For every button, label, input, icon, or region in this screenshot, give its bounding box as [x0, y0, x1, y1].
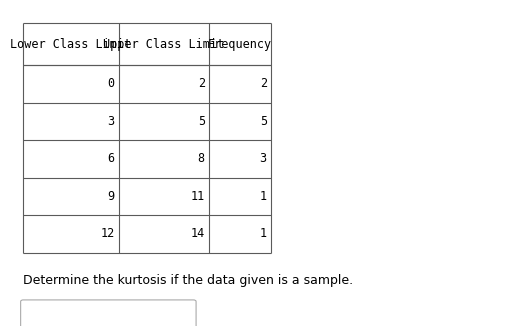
Text: 5: 5 — [260, 115, 267, 128]
Text: 3: 3 — [260, 153, 267, 165]
Text: 2: 2 — [260, 78, 267, 90]
Text: 3: 3 — [107, 115, 115, 128]
Bar — [23, 23, 271, 65]
Text: 6: 6 — [107, 153, 115, 165]
Text: 0: 0 — [107, 78, 115, 90]
Text: 2: 2 — [198, 78, 205, 90]
Text: 1: 1 — [260, 190, 267, 203]
Text: Lower Class Limit: Lower Class Limit — [10, 37, 132, 51]
Text: 11: 11 — [190, 190, 205, 203]
Text: 8: 8 — [198, 153, 205, 165]
Text: 12: 12 — [100, 228, 115, 240]
Text: 9: 9 — [107, 190, 115, 203]
Text: 1: 1 — [260, 228, 267, 240]
Text: Frequency: Frequency — [208, 37, 272, 51]
Text: Determine the kurtosis if the data given is a sample.: Determine the kurtosis if the data given… — [23, 274, 353, 287]
FancyBboxPatch shape — [21, 300, 196, 326]
Text: Upper Class Limit: Upper Class Limit — [103, 37, 224, 51]
Text: 14: 14 — [190, 228, 205, 240]
Text: 5: 5 — [198, 115, 205, 128]
